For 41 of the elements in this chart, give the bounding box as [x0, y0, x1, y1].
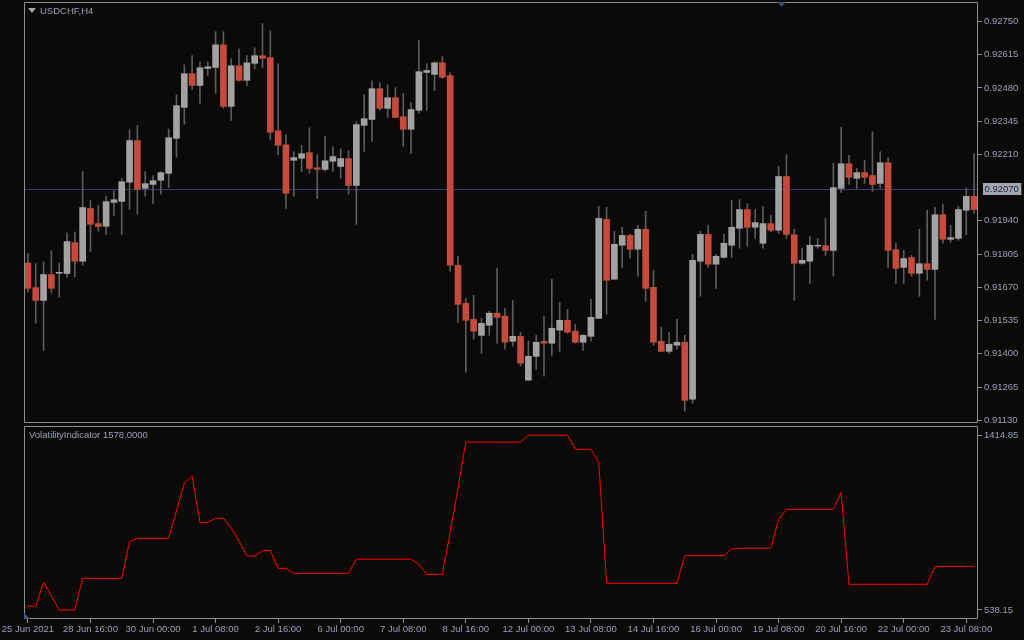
y-tick-label: 0.91805 — [984, 247, 1019, 259]
candlestick — [509, 300, 517, 347]
x-tick-label: 1 Jul 08:00 — [192, 623, 239, 635]
x-tick-label: 2 Jul 16:00 — [254, 623, 302, 635]
y-tick-label: 0.91940 — [984, 214, 1019, 226]
y-tick-label: 0.91400 — [984, 347, 1019, 359]
y-tick-label: 0.92480 — [984, 81, 1019, 93]
x-tick-label: 28 Jun 16:00 — [63, 623, 118, 635]
candlestick — [540, 315, 548, 377]
x-tick-label: 25 Jun 2021 — [1, 623, 55, 635]
y-tick-label: 0.91670 — [984, 280, 1019, 292]
x-tick-label: 14 Jul 16:00 — [627, 623, 680, 635]
x-tick-label: 23 Jul 08:00 — [940, 623, 993, 635]
y-tick-label: 0.91130 — [984, 413, 1018, 425]
x-tick-label: 13 Jul 08:00 — [565, 623, 617, 635]
x-tick-label: 6 Jul 00:00 — [317, 623, 364, 635]
x-tick-label: 22 Jul 00:00 — [877, 623, 930, 635]
y-tick-label: 1414.85 — [984, 428, 1019, 440]
candlestick — [923, 209, 931, 281]
y-tick-label: 0.91535 — [984, 314, 1019, 326]
y-tick-label: 0.92615 — [984, 48, 1019, 60]
x-tick-label: 16 Jul 00:00 — [690, 623, 742, 635]
y-tick-label: 0.92345 — [984, 114, 1019, 126]
ref-line-label: 0.92070 — [984, 183, 1019, 195]
chart-title: VolatilityIndicator 1578.0000 — [29, 429, 148, 440]
x-tick-label: 20 Jul 16:00 — [815, 623, 868, 635]
y-tick-label: 538.15 — [984, 603, 1014, 615]
candlestick — [712, 254, 720, 289]
x-tick-label: 12 Jul 00:00 — [502, 623, 555, 635]
x-tick-label: 7 Jul 08:00 — [380, 623, 427, 635]
x-tick-label: 8 Jul 16:00 — [442, 623, 490, 635]
chart-title: USDCHF,H4 — [40, 5, 94, 16]
candlestick — [751, 208, 759, 239]
candlestick — [673, 319, 681, 350]
x-tick-label: 19 Jul 08:00 — [752, 623, 805, 635]
y-tick-label: 0.91265 — [984, 380, 1019, 392]
y-tick-label: 0.92210 — [984, 148, 1019, 160]
y-tick-label: 0.92750 — [984, 15, 1019, 27]
candlestick — [493, 268, 501, 344]
candlestick — [798, 247, 806, 265]
x-tick-label: 30 Jun 00:00 — [125, 623, 181, 635]
